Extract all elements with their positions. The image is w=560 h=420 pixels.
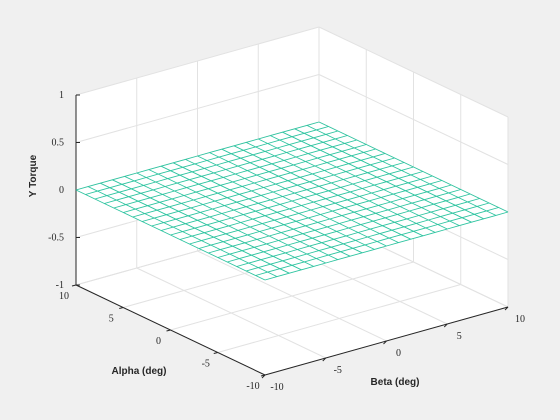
surface-mesh-line xyxy=(208,184,452,254)
x-tick-label: -10 xyxy=(270,382,283,393)
x-axis-label: Beta (deg) xyxy=(371,377,420,388)
z-axis-label: Y Torque xyxy=(28,154,39,197)
surface-mesh-line xyxy=(123,144,367,213)
surface-mesh xyxy=(75,121,509,281)
surface-mesh-line xyxy=(85,126,329,195)
surface-mesh-line xyxy=(189,175,433,245)
y-tick-label: 0 xyxy=(156,336,161,347)
y-tick-mark xyxy=(260,374,266,377)
surface-mesh-line xyxy=(132,148,376,218)
wall-grid-line xyxy=(318,26,509,118)
surface-mesh-line xyxy=(160,162,405,231)
surface-mesh-line xyxy=(113,139,357,209)
y-tick-label: 10 xyxy=(59,291,69,302)
axis-lines xyxy=(71,94,509,379)
wall-grid-line xyxy=(75,74,320,143)
z-tick-label: 0.5 xyxy=(52,138,65,149)
y-tick-mark xyxy=(119,307,124,309)
z-tick-label: -0.5 xyxy=(48,233,64,244)
floor-grid-line xyxy=(217,284,461,353)
floor-grid-line xyxy=(170,261,414,331)
x-tick-mark xyxy=(504,306,509,311)
z-tick-label: 0 xyxy=(59,185,64,196)
wall-grid-line xyxy=(75,26,320,96)
x-tick-mark xyxy=(322,357,327,362)
surface-mesh-line xyxy=(198,180,443,249)
surface-mesh-line xyxy=(264,211,509,281)
y-tick-label: 5 xyxy=(109,314,114,325)
surface-mesh-line xyxy=(94,130,339,200)
x-tick-mark xyxy=(443,323,448,328)
y-axis-label: Alpha (deg) xyxy=(112,366,167,377)
x-tick-label: 0 xyxy=(396,348,401,359)
surface-mesh-line xyxy=(151,157,395,227)
surface-mesh-line xyxy=(217,189,461,258)
surface-mesh-line xyxy=(236,198,480,267)
z-tick-label: -1 xyxy=(56,280,64,291)
x-tick-label: 5 xyxy=(457,331,462,342)
surface-mesh-line xyxy=(75,121,320,191)
y-tick-mark xyxy=(166,329,171,332)
surface-mesh-line xyxy=(227,193,471,263)
y-tick-label: -10 xyxy=(246,381,259,392)
surface-mesh-line xyxy=(255,207,499,276)
surface-mesh-line xyxy=(170,166,414,236)
z-tick-label: 1 xyxy=(59,90,64,101)
y-tick-label: -5 xyxy=(202,359,210,370)
x-tick-label: -5 xyxy=(334,365,342,376)
surface-mesh-line xyxy=(179,171,424,240)
surface-mesh-line xyxy=(141,153,386,222)
wall-grid-line xyxy=(318,74,509,165)
surface-mesh-line xyxy=(104,135,348,204)
y-tick-mark xyxy=(71,284,77,287)
surface-mesh-line xyxy=(245,202,490,272)
x-tick-label: 10 xyxy=(515,314,525,325)
y-tick-mark xyxy=(213,352,218,354)
x-tick-mark xyxy=(383,340,387,345)
